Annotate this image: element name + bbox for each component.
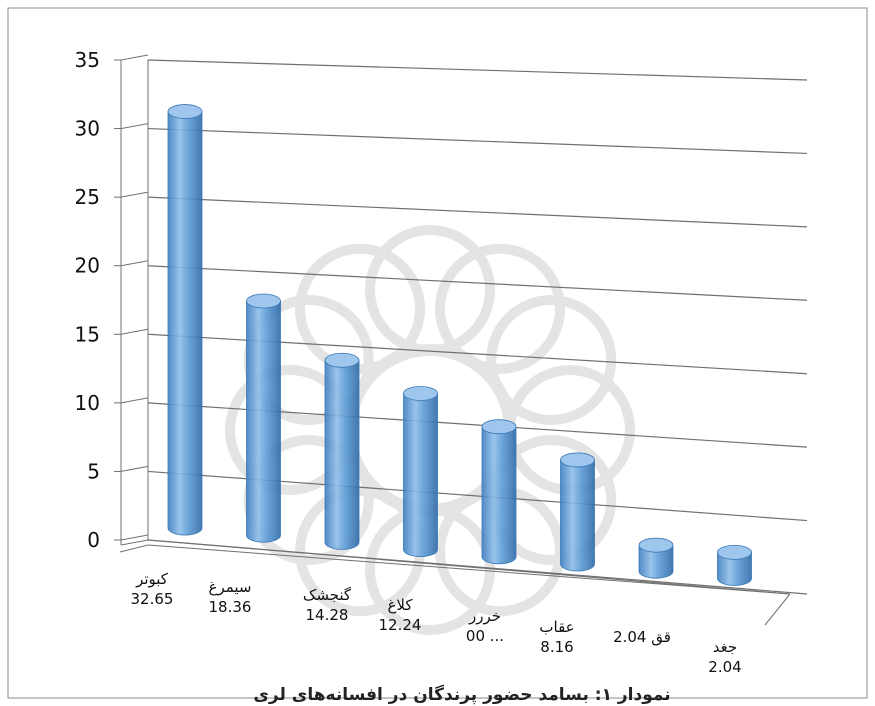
y-tick-label: 30 — [75, 117, 100, 141]
bars — [167, 104, 752, 586]
floor-back-edge — [147, 544, 791, 595]
bar-body — [717, 551, 752, 586]
y-tick-label: 20 — [75, 254, 100, 278]
gridline-side — [120, 328, 149, 335]
y-tick-label: 35 — [75, 48, 100, 72]
watermark-petal — [435, 243, 565, 374]
x-tick-label: عقاب — [539, 618, 574, 636]
bar — [638, 537, 674, 579]
bar-body — [560, 459, 595, 572]
bar — [481, 419, 517, 565]
x-tick-label: 8.16 — [540, 638, 573, 656]
gridline — [147, 539, 808, 595]
x-tick-label: 18.36 — [209, 598, 252, 616]
x-tick-label: کبوتر — [135, 570, 169, 588]
bar — [246, 293, 281, 543]
gridline-side — [120, 397, 149, 404]
x-tick-label: 2.04 — [708, 658, 741, 676]
x-tick-label: کلاغ — [387, 596, 413, 614]
bar — [403, 386, 438, 557]
chart-title: نمودار ۱: بسامد حضور پرندگان در افسانه‌ه… — [253, 684, 670, 705]
bar — [324, 352, 360, 550]
x-tick-label: 00 ... — [466, 627, 504, 645]
bar-top — [167, 104, 203, 119]
floor-side-edge — [764, 593, 791, 626]
bar-body — [167, 111, 203, 536]
x-tick-label: 12.24 — [379, 616, 422, 634]
bar-body — [403, 393, 438, 557]
x-axis-labels: کبوتر 32.65 سیمرغ 18.36 گنجشک 14.28 کلاغ 12.24 خ… — [131, 570, 742, 676]
x-tick-label: سیمرغ — [209, 578, 252, 596]
x-tick-label: قق 2.04 — [613, 628, 671, 646]
x-tick-label: خررر — [468, 607, 501, 625]
gridline — [147, 196, 808, 228]
y-tick-label: 25 — [75, 185, 100, 209]
bar-top — [403, 386, 438, 401]
bar-top — [638, 537, 674, 553]
gridline-side — [120, 123, 149, 130]
bar-body — [481, 426, 517, 565]
bar — [167, 104, 203, 536]
watermark-petal — [486, 295, 617, 425]
bar — [717, 544, 752, 586]
bar-body — [324, 359, 360, 550]
bar-top — [481, 419, 517, 435]
y-axis: 0 5 10 15 20 25 30 35 — [75, 48, 121, 552]
bar-top — [324, 352, 360, 368]
bar-top — [560, 452, 595, 468]
gridline — [147, 127, 808, 155]
bar — [560, 452, 595, 572]
gridline-side — [120, 54, 149, 61]
x-tick-label: جغد — [713, 638, 737, 656]
y-tick-label: 5 — [87, 459, 100, 483]
y-tick-label: 15 — [75, 322, 100, 346]
gridline-side — [120, 465, 149, 472]
gridline — [147, 265, 808, 301]
bar-top — [246, 293, 281, 309]
gridline — [147, 59, 808, 81]
y-tick-label: 10 — [75, 391, 100, 415]
floor-corner-edge — [119, 544, 149, 553]
bar-body — [638, 544, 674, 579]
gridline-side — [120, 260, 149, 267]
x-tick-label: 14.28 — [306, 606, 349, 624]
bar-top — [717, 544, 752, 560]
gridline-side — [120, 191, 149, 198]
watermark-petal — [295, 243, 425, 374]
y-tick-label: 0 — [87, 528, 100, 552]
x-tick-label: گنجشک — [303, 586, 352, 604]
bar-body — [246, 300, 281, 543]
gridline-side — [120, 534, 149, 541]
x-tick-label: 32.65 — [131, 590, 174, 608]
